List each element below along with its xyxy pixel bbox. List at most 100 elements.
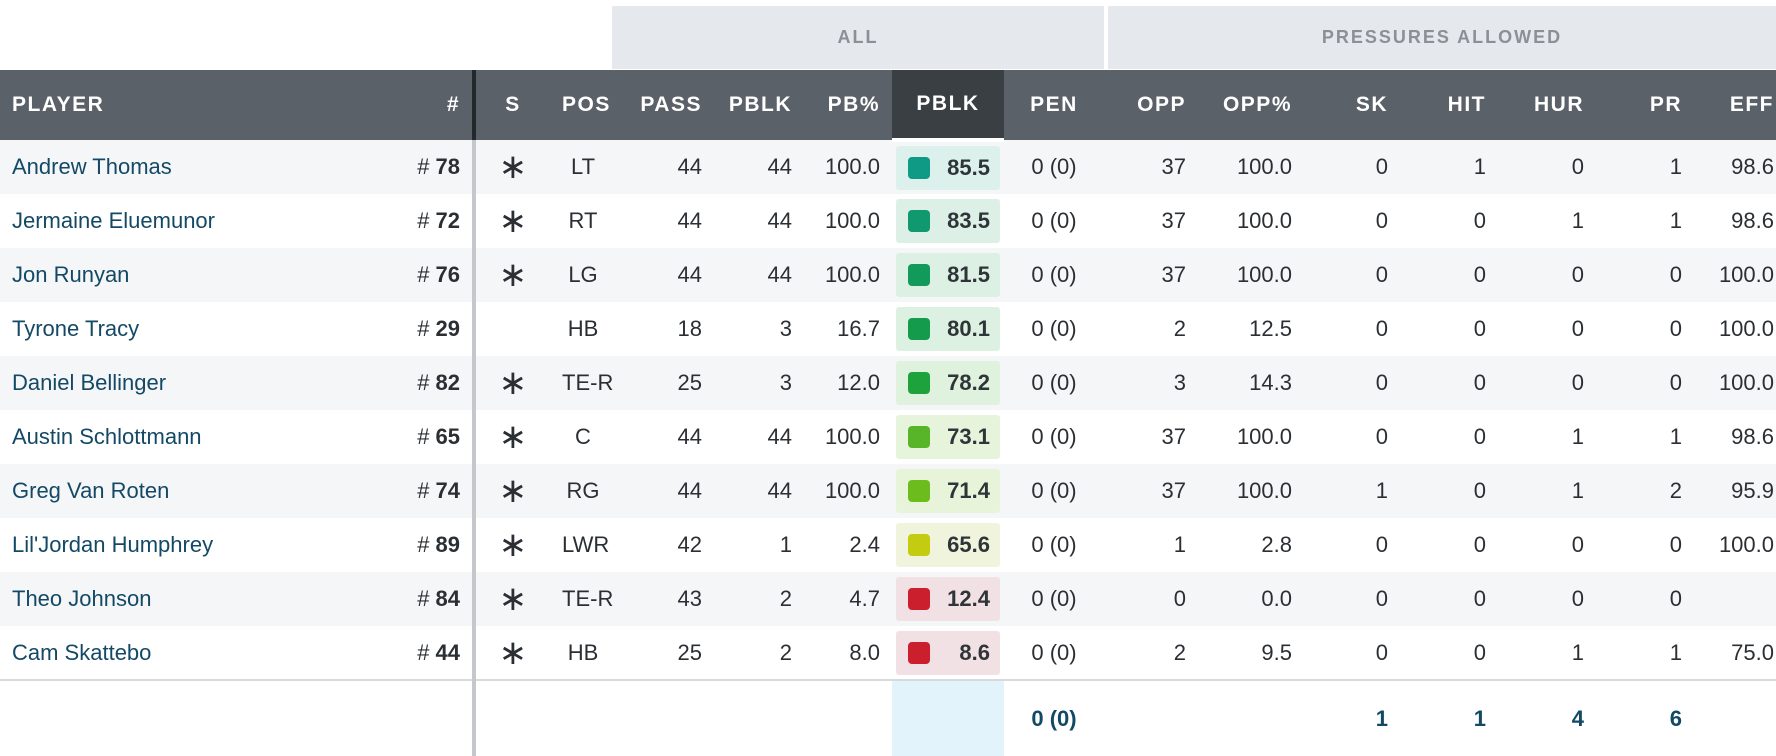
grade-color-square — [908, 534, 930, 556]
table-row[interactable]: Daniel Bellinger #82 ∗ TE-R 25 3 12.0 78.2 0 (0)… — [0, 356, 1776, 410]
pblk-snaps: 2 — [714, 572, 804, 626]
opp: 1 — [1104, 518, 1198, 572]
penalties: 0 (0) — [1004, 140, 1104, 194]
header-row: PLAYER # S POS PASS PBLK PB% PBLK PEN OP… — [0, 70, 1776, 142]
starter-asterisk-icon: ∗ — [474, 248, 550, 302]
col-header-starter[interactable]: S — [505, 93, 521, 116]
pass-snaps: 43 — [616, 572, 714, 626]
col-header-opp[interactable]: OPP — [1137, 93, 1186, 116]
grade-color-square — [908, 318, 930, 340]
col-header-pen[interactable]: PEN — [1030, 93, 1078, 116]
position: LT — [550, 140, 616, 194]
hurries: 0 — [1498, 302, 1596, 356]
player-name-link[interactable]: Greg Van Roten — [0, 464, 362, 518]
hits: 0 — [1400, 302, 1498, 356]
opp-pct: 14.3 — [1198, 356, 1304, 410]
table-row[interactable]: Greg Van Roten #74 ∗ RG 44 44 100.0 71.4 0 (0) 37… — [0, 464, 1776, 518]
hits: 0 — [1400, 572, 1498, 626]
efficiency: 75.0 — [1694, 626, 1776, 680]
pressures: 0 — [1596, 356, 1694, 410]
table-row[interactable]: Tyrone Tracy #29 HB 18 3 16.7 80.1 0 (0) 2 12.5 0 0… — [0, 302, 1776, 356]
player-name-link[interactable]: Lil'Jordan Humphrey — [0, 518, 362, 572]
penalties: 0 (0) — [1004, 572, 1104, 626]
grade-value: 73.1 — [947, 424, 990, 449]
position: LG — [550, 248, 616, 302]
col-header-player[interactable]: PLAYER — [12, 93, 105, 116]
player-name-link[interactable]: Tyrone Tracy — [0, 302, 362, 356]
col-header-hit[interactable]: HIT — [1447, 93, 1486, 116]
player-name-link[interactable]: Theo Johnson — [0, 572, 362, 626]
pb-pct: 100.0 — [804, 194, 892, 248]
position: TE-R — [550, 572, 616, 626]
penalties: 0 (0) — [1004, 410, 1104, 464]
col-header-sk[interactable]: SK — [1355, 93, 1388, 116]
col-header-pr[interactable]: PR — [1649, 93, 1682, 116]
hurries: 0 — [1498, 356, 1596, 410]
efficiency: 100.0 — [1694, 248, 1776, 302]
grade-color-square — [908, 264, 930, 286]
col-header-number[interactable]: # — [362, 70, 476, 140]
jersey-number-value: 29 — [435, 316, 460, 341]
jersey-number: #44 — [362, 626, 476, 680]
col-header-pblk-snaps[interactable]: PBLK — [728, 93, 792, 116]
table-row[interactable]: Lil'Jordan Humphrey #89 ∗ LWR 42 1 2.4 65.6 0 (0… — [0, 518, 1776, 572]
hash-symbol: # — [417, 208, 430, 233]
jersey-number: #74 — [362, 464, 476, 518]
grade-color-square — [908, 588, 930, 610]
grade-color-square — [908, 372, 930, 394]
table-row[interactable]: Jon Runyan #76 ∗ LG 44 44 100.0 81.5 0 (0) 37 100.… — [0, 248, 1776, 302]
grade-color-square — [908, 426, 930, 448]
pressures: 0 — [1596, 248, 1694, 302]
pressures: 0 — [1596, 572, 1694, 626]
grade-badge: 12.4 — [896, 577, 1000, 621]
col-header-pass[interactable]: PASS — [640, 93, 702, 116]
hurries: 1 — [1498, 464, 1596, 518]
col-header-eff[interactable]: EFF — [1729, 93, 1774, 116]
col-header-opp-pct[interactable]: OPP% — [1222, 93, 1292, 116]
table-row[interactable]: Jermaine Eluemunor #72 ∗ RT 44 44 100.0 83.5 0 (… — [0, 194, 1776, 248]
pass-snaps: 25 — [616, 356, 714, 410]
pblk-grade-cell: 78.2 — [892, 356, 1004, 410]
opp-pct: 12.5 — [1198, 302, 1304, 356]
player-name-link[interactable]: Jon Runyan — [0, 248, 362, 302]
hurries: 1 — [1498, 626, 1596, 680]
table-row[interactable]: Austin Schlottmann #65 ∗ C 44 44 100.0 73.1 0 (0… — [0, 410, 1776, 464]
table-row[interactable]: Theo Johnson #84 ∗ TE-R 43 2 4.7 12.4 0 (0) 0 0.0 0… — [0, 572, 1776, 626]
grade-badge: 8.6 — [896, 630, 1000, 675]
penalties: 0 (0) — [1004, 626, 1104, 680]
column-group-headers: ALL PRESSURES ALLOWED — [0, 0, 1776, 70]
sacks: 0 — [1304, 356, 1400, 410]
player-name-link[interactable]: Cam Skattebo — [0, 626, 362, 680]
starter-asterisk-icon: ∗ — [474, 356, 550, 410]
player-name-link[interactable]: Austin Schlottmann — [0, 410, 362, 464]
player-name-link[interactable]: Andrew Thomas — [0, 140, 362, 194]
hash-symbol: # — [417, 154, 430, 179]
totals-number-blank — [362, 679, 476, 756]
pass-snaps: 44 — [616, 140, 714, 194]
grade-value: 12.4 — [947, 586, 990, 611]
opp-pct: 100.0 — [1198, 248, 1304, 302]
player-name-link[interactable]: Jermaine Eluemunor — [0, 194, 362, 248]
hits: 0 — [1400, 626, 1498, 680]
sacks: 1 — [1304, 464, 1400, 518]
jersey-number-value: 72 — [435, 208, 460, 233]
pass-snaps: 18 — [616, 302, 714, 356]
efficiency — [1694, 572, 1776, 626]
table-footer: 0 (0) 1 1 4 6 — [0, 679, 1776, 756]
group-header-all: ALL — [612, 6, 1104, 69]
opp: 37 — [1104, 410, 1198, 464]
col-header-pos[interactable]: POS — [562, 93, 611, 116]
player-name-link[interactable]: Daniel Bellinger — [0, 356, 362, 410]
pblk-grade-cell: 83.5 — [892, 194, 1004, 248]
jersey-number: #29 — [362, 302, 476, 356]
col-header-pb-pct[interactable]: PB% — [827, 93, 880, 116]
jersey-number: #82 — [362, 356, 476, 410]
table-row[interactable]: Andrew Thomas #78 ∗ LT 44 44 100.0 85.5 0 (0) 37 1… — [0, 140, 1776, 194]
efficiency: 100.0 — [1694, 302, 1776, 356]
col-header-pblk-grade[interactable]: PBLK — [892, 70, 1004, 142]
pressures: 1 — [1596, 140, 1694, 194]
table-row[interactable]: Cam Skattebo #44 ∗ HB 25 2 8.0 8.6 0 (0) 2 9.5 0 0 1 1… — [0, 626, 1776, 680]
grade-badge: 85.5 — [896, 146, 1000, 190]
col-header-hur[interactable]: HUR — [1534, 93, 1584, 116]
grade-value: 83.5 — [947, 208, 990, 233]
